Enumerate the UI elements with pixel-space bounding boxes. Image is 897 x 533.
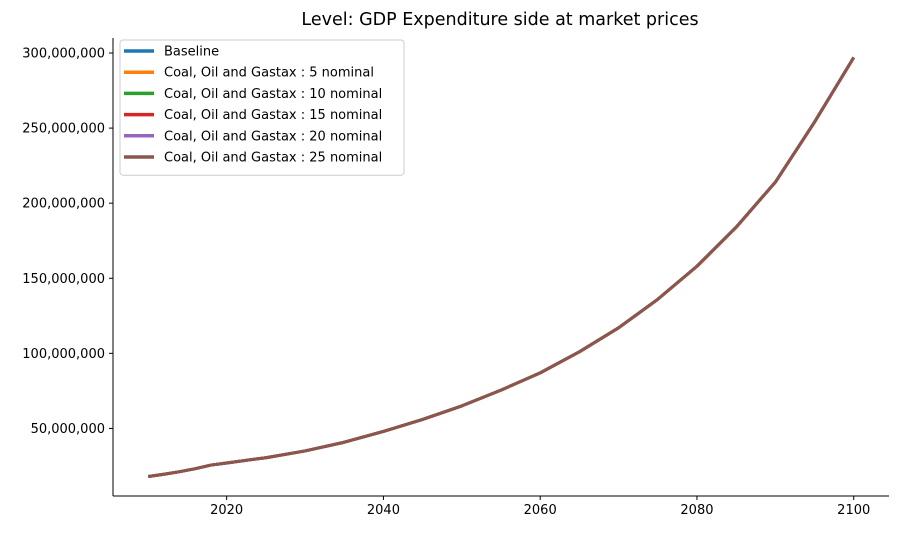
legend-label: Coal, Oil and Gastax : 25 nominal [164, 151, 382, 166]
legend-label: Coal, Oil and Gastax : 15 nominal [164, 108, 382, 123]
x-tick-label: 2080 [680, 503, 713, 518]
y-tick-label: 300,000,000 [22, 47, 105, 62]
legend-label: Coal, Oil and Gastax : 20 nominal [164, 129, 382, 144]
legend-label: Coal, Oil and Gastax : 5 nominal [164, 66, 374, 81]
x-tick-label: 2020 [210, 503, 243, 518]
y-tick-label: 250,000,000 [22, 122, 105, 137]
y-tick-label: 150,000,000 [22, 272, 105, 287]
x-tick-label: 2060 [524, 503, 557, 518]
x-tick-label: 2040 [367, 503, 400, 518]
series-lines [148, 56, 856, 478]
y-tick-label: 100,000,000 [22, 347, 105, 362]
legend-box [119, 39, 405, 176]
x-tick-label: 2100 [837, 503, 870, 518]
legend-label: Baseline [164, 45, 219, 60]
y-tick-label: 50,000,000 [31, 422, 105, 437]
y-tick-label: 200,000,000 [22, 197, 105, 212]
series-line-5 [148, 56, 856, 478]
legend: Baseline Coal, Oil and Gastax : 5 nominal… [119, 39, 405, 176]
axes: 2020 2040 2060 2080 2100 50,000,000 100,000,00… [22, 38, 889, 518]
legend-label: Coal, Oil and Gastax : 10 nominal [164, 87, 382, 102]
chart-title: Level: GDP Expenditure side at market pr… [301, 10, 698, 30]
